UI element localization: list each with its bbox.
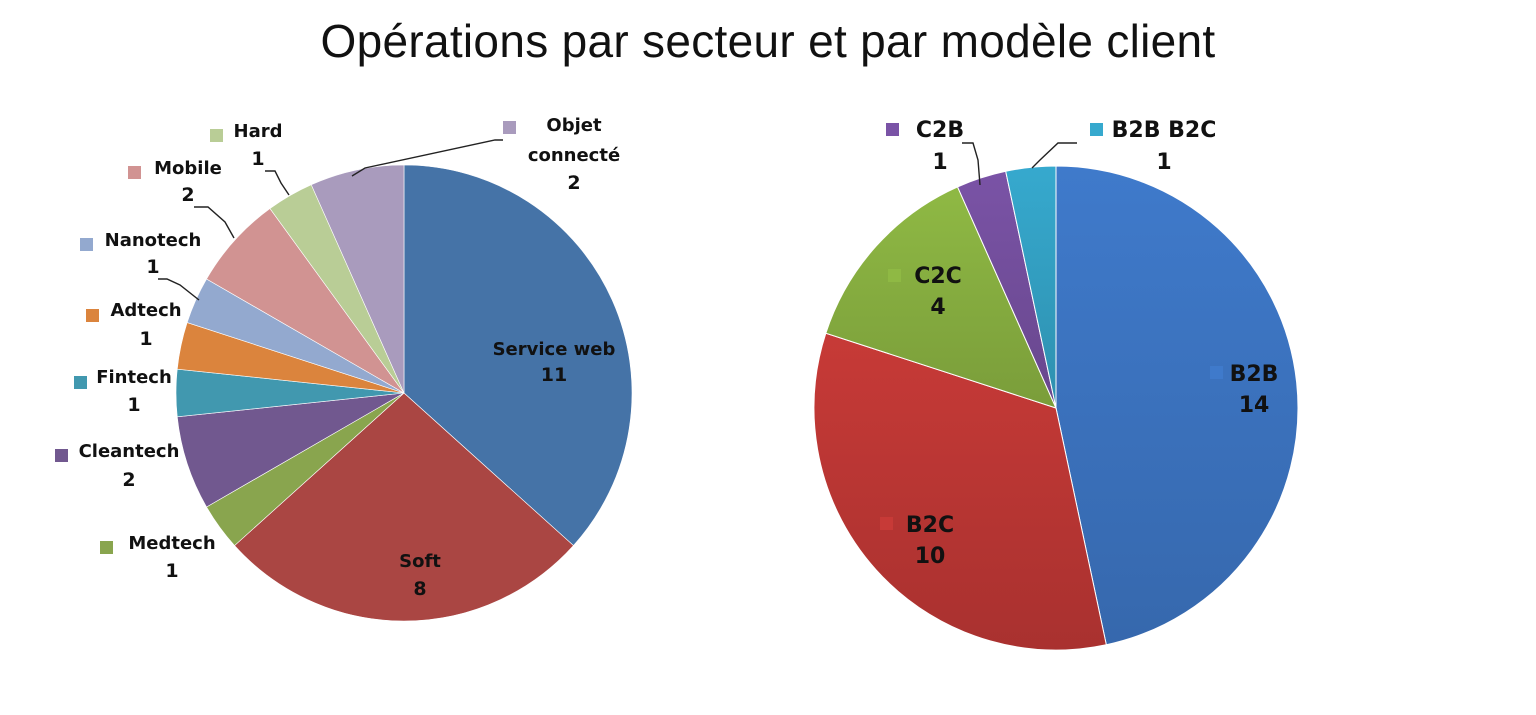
legend-key-nanotech — [80, 238, 93, 251]
legend-key-fintech — [74, 376, 87, 389]
slice-value-b2b: 14 — [1239, 393, 1270, 418]
legend-key-c2b — [886, 123, 899, 136]
pie-slice-service-web — [403, 164, 633, 546]
slice-value-objet-connecte: 2 — [567, 172, 580, 194]
slice-value-soft: 8 — [413, 578, 426, 600]
leader-line-hard — [265, 170, 290, 196]
slice-value-medtech: 1 — [165, 560, 178, 582]
pie-slice-b2b — [1055, 165, 1299, 646]
slice-label-c2c: C2C — [914, 264, 962, 289]
slice-value-mobile: 2 — [181, 184, 194, 206]
slice-label-medtech: Medtech — [128, 533, 215, 554]
pie-client-model: B2B 14 B2C 10 C2C 4 C2B 1 B2B B2C 1 — [813, 118, 1299, 651]
pie-slice-c2c — [825, 186, 1057, 409]
chart-title: Opérations par secteur et par modèle cli… — [320, 15, 1216, 67]
slice-value-c2b: 1 — [932, 150, 947, 175]
slice-value-nanotech: 1 — [146, 256, 159, 278]
slice-label-c2b: C2B — [916, 118, 964, 143]
slice-label-adtech: Adtech — [110, 300, 181, 321]
pie-slice-b2c — [813, 332, 1107, 651]
slice-value-service-web: 11 — [541, 364, 567, 386]
leader-line-objet-connecte — [351, 139, 503, 177]
leader-line-nanotech — [158, 278, 200, 301]
slice-label-b2c: B2C — [906, 513, 954, 538]
slice-label-fintech: Fintech — [96, 367, 172, 388]
legend-key-adtech — [86, 309, 99, 322]
legend-key-c2c — [888, 269, 901, 282]
slice-value-c2c: 4 — [930, 295, 945, 320]
slice-value-b2b-b2c: 1 — [1156, 150, 1171, 175]
slice-value-b2c: 10 — [915, 544, 946, 569]
slice-label-b2b: B2B — [1230, 362, 1279, 387]
slice-label-hard: Hard — [234, 121, 283, 142]
slice-label-mobile: Mobile — [154, 158, 222, 179]
leader-line-c2b — [962, 142, 981, 186]
pie-slice-b2b-b2c — [1005, 165, 1057, 409]
slice-value-fintech: 1 — [127, 394, 140, 416]
slice-value-cleantech: 2 — [122, 469, 135, 491]
slice-label-service-web: Service web — [493, 339, 616, 360]
pie-slice-soft — [234, 392, 574, 622]
legend-key-objet-connecte — [503, 121, 516, 134]
slice-value-hard: 1 — [251, 148, 264, 170]
leader-line-mobile — [194, 206, 235, 239]
legend-key-medtech — [100, 541, 113, 554]
pie-slice-objet-connecte — [310, 164, 405, 394]
legend-key-mobile — [128, 166, 141, 179]
legend-key-b2b-b2c — [1090, 123, 1103, 136]
slice-label-soft: Soft — [399, 551, 441, 572]
slice-value-adtech: 1 — [139, 328, 152, 350]
legend-key-hard — [210, 129, 223, 142]
legend-key-cleantech — [55, 449, 68, 462]
slice-label-cleantech: Cleantech — [79, 441, 180, 462]
leader-line-b2b-b2c — [1031, 142, 1077, 169]
legend-key-b2c — [880, 517, 893, 530]
pie-sector: Service web11Soft8Medtech1Cleantech2Fint… — [55, 115, 633, 622]
slice-label-objet-connecte: connecté — [528, 145, 620, 166]
slice-label-objet-connecte: Objet — [546, 115, 602, 136]
slice-label-nanotech: Nanotech — [105, 230, 202, 251]
slice-label-b2b-b2c: B2B B2C — [1112, 118, 1217, 143]
legend-key-b2b — [1210, 366, 1223, 379]
